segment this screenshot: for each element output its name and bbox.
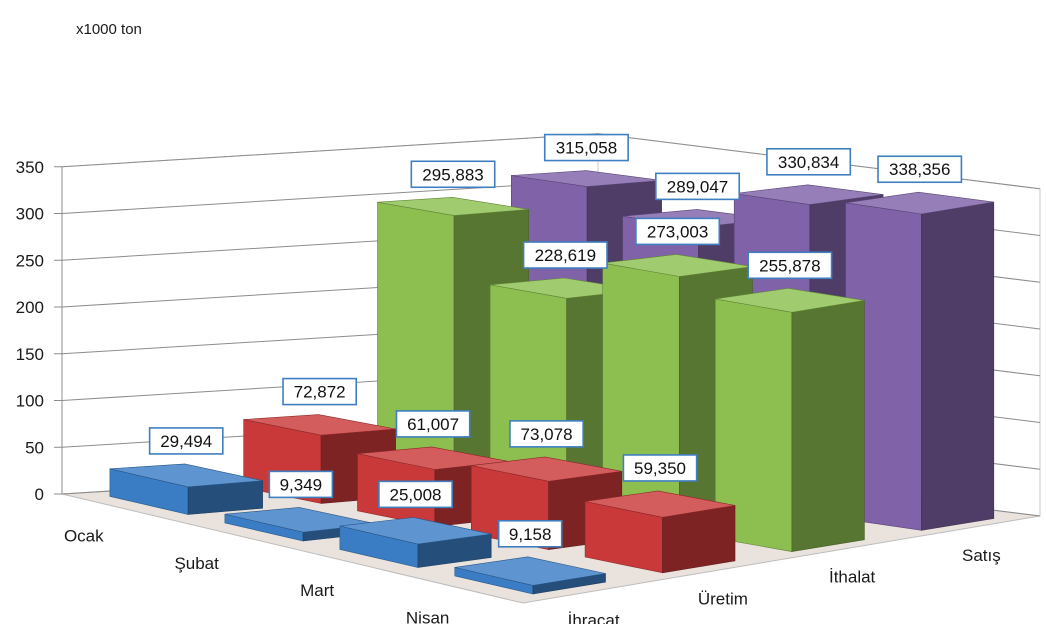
data-label-Şubat-İthalat: 228,619 [522,241,608,269]
bar-top [339,517,492,545]
data-label-Ocak-İthalat: 295,883 [410,160,496,189]
svg-text:255,878: 255,878 [759,256,820,275]
bar-top [734,184,884,205]
svg-text:228,619: 228,619 [535,246,596,265]
y-tick-label: 150 [16,345,44,364]
svg-text:338,356: 338,356 [889,160,950,179]
svg-text:289,047: 289,047 [667,177,728,196]
category-label: İthalat [829,568,876,587]
data-label-Nisan-İthalat: 255,878 [747,251,833,280]
series-label: Nisan [406,608,449,624]
data-label-Mart-İthalat: 273,003 [635,217,721,246]
bar-top [471,456,622,482]
bar-top [845,191,994,215]
data-labels: 315,058 289,047 330,834 338,356 295,883 228,6… [148,133,963,548]
data-label-Mart-Satış: 330,834 [766,147,852,176]
bar-top [109,463,263,488]
y-tick-label: 50 [25,438,44,457]
svg-text:330,834: 330,834 [778,153,839,172]
bar-Nisan-İthalat [714,287,865,552]
bar-Ocak-İhracat [109,463,263,515]
unit-label: x1000 ton [76,21,142,38]
svg-text:315,058: 315,058 [556,139,617,158]
bars [109,170,995,595]
y-tick-label: 300 [16,205,44,224]
bar-Nisan-Üretim [584,490,736,574]
y-tick-label: 200 [16,298,44,317]
svg-text:61,007: 61,007 [407,415,459,434]
series-label: Şubat [174,554,219,573]
data-label-Ocak-Üretim: 72,872 [282,377,358,406]
bar-top [377,196,529,216]
category-labels: Ocak Şubat Mart Nisan İhracat Üretim İthalat Sa… [64,527,1001,624]
bar-top [454,556,606,586]
bar-side [921,201,995,531]
series-label: Ocak [64,527,104,546]
bar-top [715,287,865,313]
data-label-Ocak-İhracat: 29,494 [148,427,224,455]
data-label-Şubat-Satış: 289,047 [655,172,741,201]
data-label-Nisan-Satış: 338,356 [877,155,963,184]
y-tick-label: 0 [35,485,44,504]
y-tick-label: 250 [16,251,44,270]
data-label-Şubat-Üretim: 61,007 [395,410,471,438]
y-tick-label: 350 [16,158,44,177]
bar-Nisan-İhracat [454,556,606,595]
data-label-Ocak-Satış: 315,058 [543,133,629,162]
category-label: Üretim [698,589,748,608]
category-label: Satış [962,546,1001,565]
bar-top [243,414,396,436]
bar-Nisan-Satış [845,191,995,531]
svg-text:273,003: 273,003 [647,222,708,241]
svg-text:25,008: 25,008 [390,485,442,504]
svg-text:29,494: 29,494 [160,432,212,451]
y-axis: 0 50 100 150 200 250 300 350 [16,158,63,504]
data-label-Nisan-Üretim: 59,350 [622,454,698,482]
series-label: Mart [300,581,334,600]
svg-text:9,158: 9,158 [509,525,552,544]
svg-text:72,872: 72,872 [294,383,346,402]
data-label-Şubat-İhracat: 9,349 [268,470,334,499]
svg-text:9,349: 9,349 [280,475,323,494]
category-label: İhracat [568,611,620,624]
data-label-Nisan-İhracat: 9,158 [497,519,563,548]
y-tick-label: 100 [16,392,44,411]
bar-Mart-İhracat [339,517,492,568]
svg-text:295,883: 295,883 [422,165,483,184]
data-label-Mart-İhracat: 25,008 [378,480,453,509]
bar-side [791,300,865,552]
bar-top [585,490,736,518]
svg-text:73,078: 73,078 [521,425,573,444]
svg-text:59,350: 59,350 [634,459,686,478]
data-label-Mart-Üretim: 73,078 [509,420,584,448]
